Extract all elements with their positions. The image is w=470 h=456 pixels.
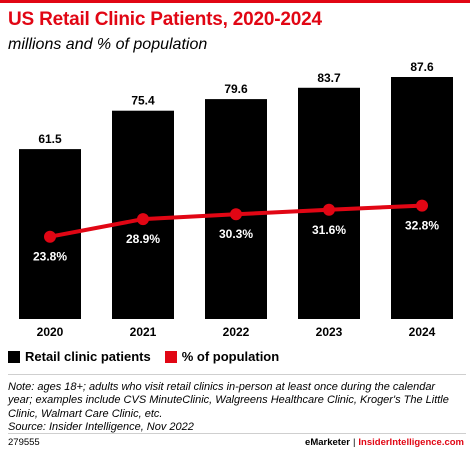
chart-subtitle: millions and % of population	[8, 36, 208, 53]
note-line-3: Clinic, Walmart Care Clinic, etc.	[8, 407, 163, 420]
population-point-2023	[323, 203, 335, 216]
chart-note: Note: ages 18+; adults who visit retail …	[8, 381, 463, 435]
chart-title: US Retail Clinic Patients, 2020-2024	[8, 9, 322, 30]
legend-label-population: % of population	[181, 349, 280, 364]
top-accent-bar	[0, 0, 470, 3]
bar-value-label-2024: 87.6	[410, 60, 434, 74]
population-label-2024: 32.8%	[405, 219, 439, 233]
bar-value-label-2022: 79.6	[224, 82, 248, 96]
bar-value-label-2021: 75.4	[131, 94, 155, 108]
x-tick-label-2024: 2024	[409, 325, 436, 339]
brand-name: eMarketer	[305, 437, 350, 448]
x-tick-label-2021: 2021	[130, 325, 157, 339]
chart-id: 279555	[8, 437, 40, 448]
bar-value-label-2023: 83.7	[317, 71, 341, 85]
legend-item-population: % of population	[164, 349, 280, 364]
bar-2023	[298, 87, 360, 319]
bar-line-chart: 61.5 2020 75.4 2021 79.6 2022 83.7 2023 87.6 2024…	[19, 60, 453, 339]
legend-swatch-population	[164, 350, 177, 363]
x-tick-label-2022: 2022	[223, 325, 250, 339]
legend-item-patients: Retail clinic patients	[8, 349, 151, 364]
population-point-2021	[137, 213, 149, 226]
divider-bottom	[8, 433, 466, 434]
x-tick-label-2020: 2020	[37, 325, 64, 339]
brand-separator: |	[352, 437, 356, 448]
population-point-2022	[230, 208, 242, 221]
footer: 279555 eMarketer | InsiderIntelligence.com	[8, 437, 464, 448]
divider-top	[8, 374, 466, 375]
population-label-2023: 31.6%	[312, 223, 346, 237]
brand-site: InsiderIntelligence.com	[358, 437, 464, 448]
x-tick-label-2023: 2023	[316, 325, 343, 339]
population-label-2020: 23.8%	[33, 250, 67, 264]
bar-value-label-2020: 61.5	[38, 132, 62, 146]
population-label-2022: 30.3%	[219, 227, 253, 241]
population-point-2024	[416, 199, 428, 212]
note-line-1: Note: ages 18+; adults who visit retail …	[8, 381, 436, 393]
population-label-2021: 28.9%	[126, 232, 160, 246]
population-point-2020	[44, 230, 56, 243]
chart-legend: Retail clinic patients % of population	[8, 349, 293, 364]
footer-brand: eMarketer | InsiderIntelligence.com	[305, 437, 464, 448]
legend-swatch-patients	[8, 350, 20, 363]
note-line-2: year; examples include CVS MinuteClinic,…	[8, 394, 449, 407]
bar-2024	[391, 77, 453, 319]
source-line: Source: Insider Intelligence, Nov 2022	[8, 421, 194, 434]
legend-label-patients: Retail clinic patients	[25, 349, 151, 364]
